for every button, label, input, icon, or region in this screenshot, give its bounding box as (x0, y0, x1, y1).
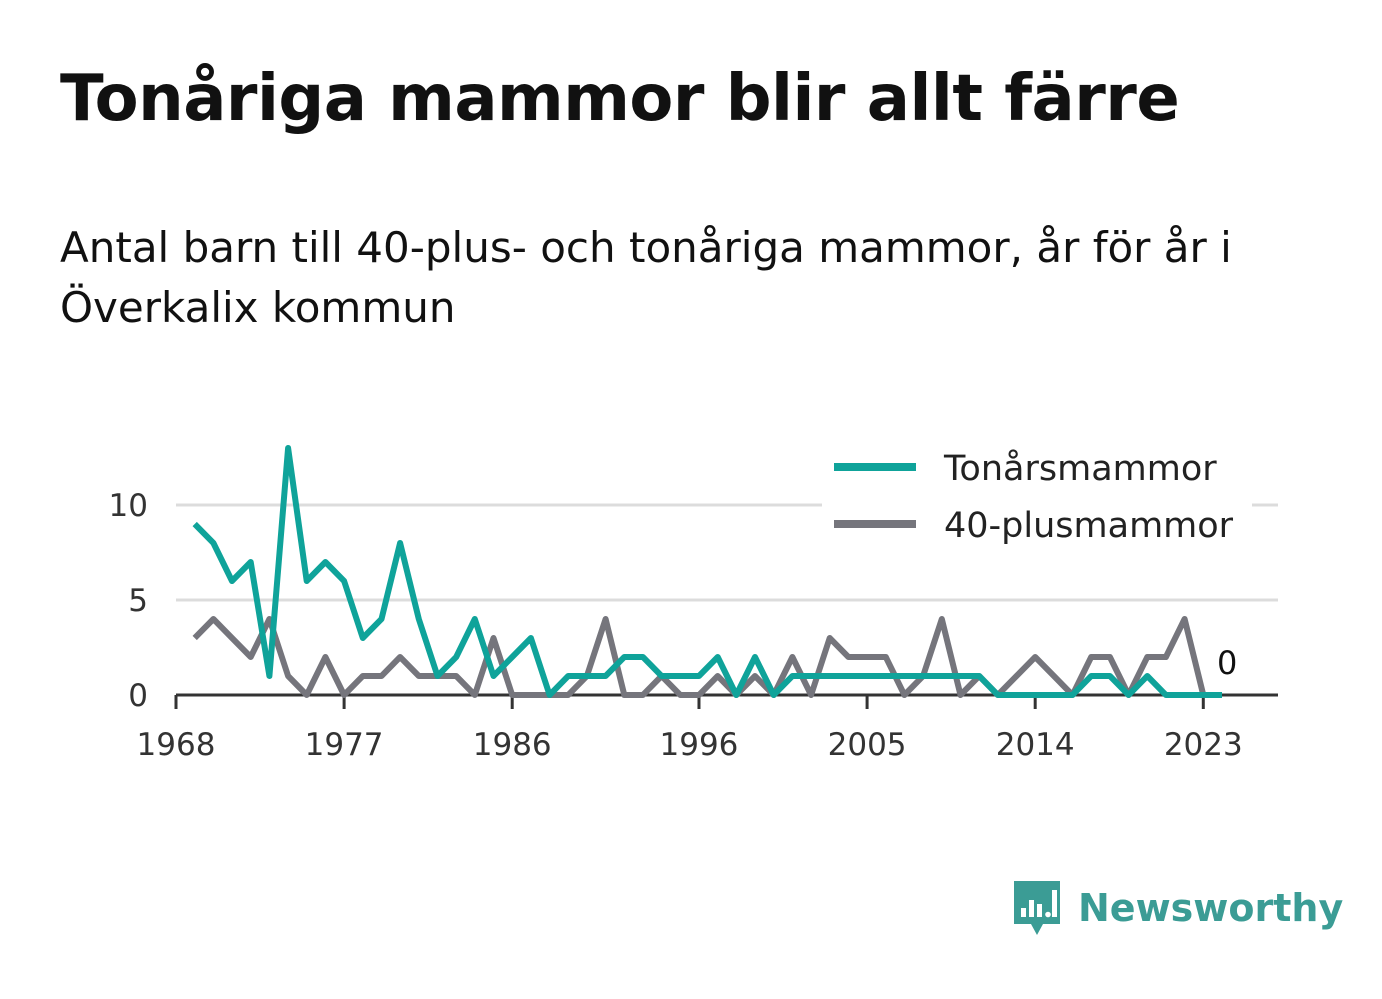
x-tick-label: 1977 (305, 727, 384, 763)
chart-subtitle: Antal barn till 40-plus- och tonåriga ma… (60, 223, 1232, 332)
line-chart: 0 5 10 1968 1977 1986 1996 2005 2014 2023 Tonårs… (108, 440, 1278, 763)
x-tick-label: 2023 (1164, 727, 1243, 763)
end-value-label: 0 (1217, 644, 1237, 682)
y-axis-ticks: 0 5 10 (109, 488, 148, 714)
y-tick-label: 5 (128, 583, 148, 619)
legend-label-teenage: Tonårsmammor (943, 448, 1217, 489)
x-tick-label: 1996 (660, 727, 739, 763)
series-line-40plus-mothers (192, 616, 1222, 698)
x-tick-label: 2005 (828, 727, 907, 763)
series-line-teenage-mothers (192, 445, 1222, 698)
x-tick-label: 1968 (137, 727, 216, 763)
x-tick-label: 1986 (473, 727, 552, 763)
legend: Tonårsmammor 40-plusmammor (822, 440, 1252, 558)
y-tick-label: 10 (109, 488, 148, 524)
legend-background (822, 440, 1252, 558)
brand-logo: Newsworthy (1010, 878, 1343, 938)
series-lines (192, 445, 1222, 698)
chart-title: Tonåriga mammor blir allt färre (60, 62, 1180, 136)
x-tick-label: 2014 (996, 727, 1075, 763)
legend-label-40plus: 40-plusmammor (944, 506, 1234, 546)
y-tick-label: 0 (128, 678, 148, 714)
x-axis: 1968 1977 1986 1996 2005 2014 2023 (137, 693, 1278, 763)
brand-name: Newsworthy (1078, 886, 1344, 930)
newsworthy-logo-icon (1014, 881, 1060, 935)
